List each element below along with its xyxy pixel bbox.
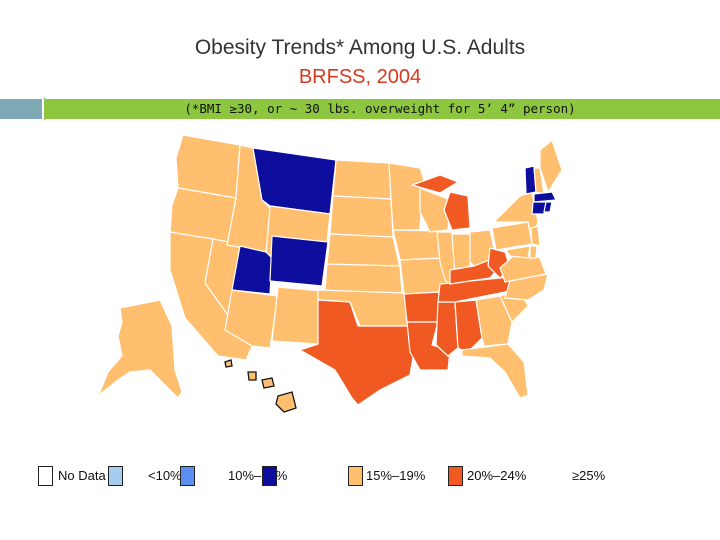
hi-outline-2 (247, 371, 257, 381)
state-ri (543, 201, 553, 213)
state-wi (419, 187, 451, 233)
legend-label-20-24: 20%–24% (467, 468, 527, 483)
legend-swatch-no-data (38, 466, 53, 486)
state-sd (329, 195, 394, 238)
state-co (269, 235, 329, 287)
legend: No Data <10% 10%–14% 15%–19% 20%–24% ≥25… (0, 464, 720, 488)
legend-swatch-15-19 (348, 466, 363, 486)
state-tx (299, 299, 417, 406)
bmi-footnote: (*BMI ≥30, or ~ 30 lbs. overweight for 5… (184, 101, 576, 116)
legend-label-lt10: <10% (148, 468, 182, 483)
header-band (44, 99, 720, 119)
hi-outline-4 (275, 391, 297, 413)
state-ny (493, 191, 539, 241)
state-ct (531, 201, 547, 215)
state-mi-up (411, 174, 459, 194)
legend-label-15-19: 15%–19% (366, 468, 426, 483)
state-ks (324, 263, 403, 295)
legend-swatch-lt10 (108, 466, 123, 486)
hi-outline-3 (261, 377, 275, 389)
state-wa (175, 134, 241, 199)
state-ne (326, 233, 401, 269)
legend-swatch-20-24 (448, 466, 463, 486)
state-mi (443, 191, 471, 231)
state-nm (271, 286, 323, 345)
state-ak (81, 299, 183, 413)
page-title: Obesity Trends* Among U.S. Adults (194, 36, 526, 59)
legend-swatch-10-14 (180, 466, 195, 486)
legend-label-ge25: ≥25% (572, 468, 606, 483)
state-nj (530, 225, 541, 247)
state-nd (332, 159, 392, 200)
state-md (505, 245, 531, 259)
state-pa (491, 221, 533, 251)
state-de (529, 245, 538, 259)
legend-label-10-14: 10%–14% (228, 468, 288, 483)
hi-outline-1 (224, 359, 233, 368)
state-ms (435, 301, 459, 357)
state-me (539, 139, 563, 193)
state-mn (388, 162, 431, 231)
legend-swatch-ge25 (262, 466, 277, 486)
header-band-left (0, 99, 42, 119)
state-ar (403, 291, 441, 323)
state-ma (533, 191, 557, 203)
page-subtitle: BRFSS, 2004 (298, 66, 422, 88)
legend-label-no-data: No Data (58, 468, 106, 483)
state-az (224, 289, 279, 349)
state-fl (461, 343, 529, 399)
